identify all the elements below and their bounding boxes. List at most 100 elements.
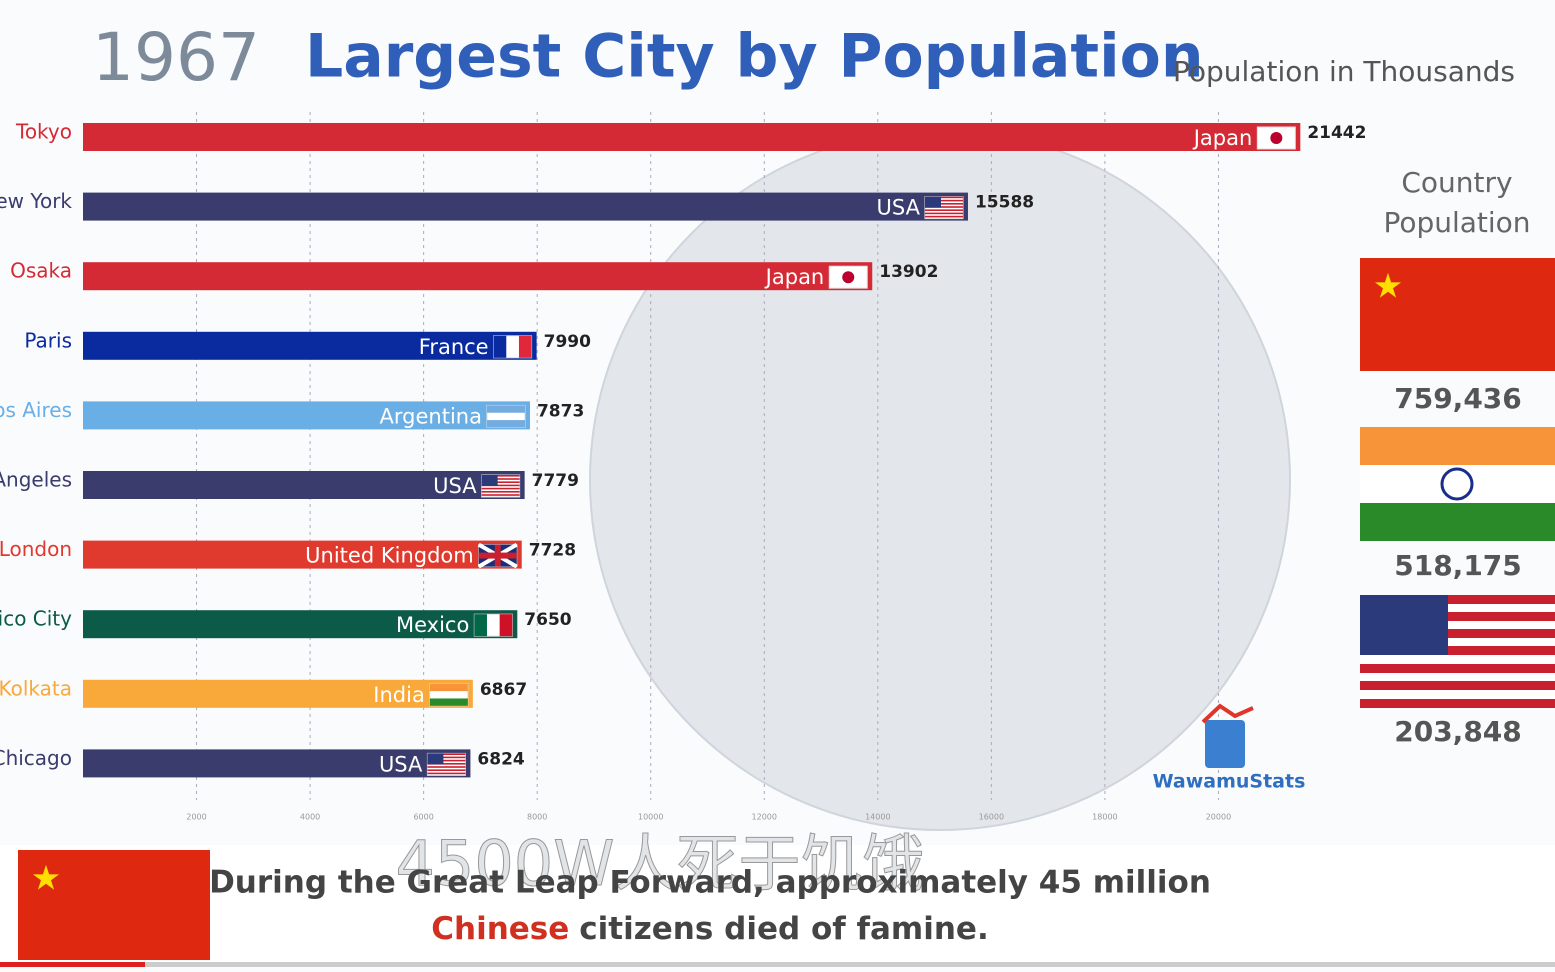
overlay-subtitle: 4500W人死于饥饿 bbox=[395, 827, 924, 900]
value-label: 6867 bbox=[480, 680, 527, 700]
country-population: 203,848 bbox=[1394, 715, 1522, 748]
caption-flag: ★ bbox=[18, 850, 210, 960]
globe bbox=[590, 130, 1290, 830]
flag-part bbox=[924, 215, 963, 218]
flag-part bbox=[924, 212, 963, 215]
flag-part bbox=[499, 614, 513, 637]
category-label: Chicago bbox=[0, 746, 72, 770]
side-values: 759,436 518,175 203,848 bbox=[1394, 382, 1522, 748]
flag-part bbox=[494, 544, 501, 567]
logo: WawamuStats bbox=[1153, 703, 1305, 793]
x-tick-label: 16000 bbox=[979, 813, 1004, 822]
usa-flag bbox=[1360, 595, 1555, 708]
flag-part bbox=[924, 203, 963, 205]
bar bbox=[83, 471, 525, 499]
bar-country: Japan bbox=[764, 265, 825, 289]
category-label: Tokyo bbox=[15, 120, 72, 144]
value-label: 15588 bbox=[975, 193, 1034, 213]
bar-country: United Kingdom bbox=[305, 544, 474, 568]
svg-text:★: ★ bbox=[1373, 267, 1403, 307]
chart-title: Largest City by Population bbox=[305, 22, 1204, 92]
category-label: os Aires bbox=[0, 398, 72, 422]
bar bbox=[83, 401, 530, 430]
category-label: Kolkata bbox=[0, 676, 72, 700]
flag-part bbox=[427, 763, 466, 765]
bar bbox=[83, 749, 471, 778]
x-tick-label: 4000 bbox=[300, 813, 320, 822]
bar-country: USA bbox=[877, 196, 921, 220]
progress-bar bbox=[0, 962, 145, 967]
value-label: 7650 bbox=[524, 610, 571, 630]
bar-country: Japan bbox=[1192, 126, 1253, 150]
category-label: Osaka bbox=[10, 259, 72, 283]
flag-part bbox=[486, 420, 525, 428]
category-label: Paris bbox=[24, 328, 72, 352]
x-tick-label: 14000 bbox=[865, 813, 890, 822]
bar-country: France bbox=[419, 335, 489, 359]
bar-country: India bbox=[373, 683, 425, 707]
value-label: 7779 bbox=[532, 471, 579, 491]
x-tick-label: 6000 bbox=[413, 813, 433, 822]
bar bbox=[83, 192, 968, 221]
side-title: Country Population bbox=[1383, 166, 1530, 239]
bar bbox=[83, 262, 873, 291]
flag-part bbox=[481, 494, 520, 496]
bar bbox=[83, 540, 522, 569]
caption-rest: citizens died of famine. bbox=[579, 911, 988, 947]
category-label: Angeles bbox=[0, 468, 72, 492]
caption-band bbox=[0, 845, 1555, 963]
subtitle: Population in Thousands bbox=[1173, 55, 1515, 88]
x-tick-label: 8000 bbox=[527, 813, 547, 822]
caption-line: During the Great Leap Forward, approxima… bbox=[209, 865, 1211, 901]
flag-part bbox=[924, 209, 963, 211]
bar bbox=[83, 331, 537, 360]
bar-country: Mexico bbox=[396, 613, 469, 637]
flag-part bbox=[427, 759, 466, 762]
country-population: 518,175 bbox=[1394, 549, 1522, 582]
x-tick-label: 18000 bbox=[1092, 813, 1117, 822]
flag-part bbox=[481, 484, 520, 487]
flag-part bbox=[924, 199, 963, 202]
bar-country: USA bbox=[379, 752, 423, 776]
caption-highlight: Chinese bbox=[431, 911, 569, 947]
x-tick-label: 12000 bbox=[752, 813, 777, 822]
x-tick-label: 20000 bbox=[1206, 813, 1231, 822]
flag-part bbox=[924, 206, 963, 208]
progress-track bbox=[0, 962, 1555, 967]
flag-part bbox=[427, 753, 444, 765]
svg-text:★: ★ bbox=[31, 859, 61, 899]
flag-part bbox=[427, 766, 466, 768]
x-tick-label: 10000 bbox=[638, 813, 663, 822]
bar bbox=[83, 610, 518, 639]
china-flag: ★ bbox=[1360, 258, 1555, 371]
bar bbox=[83, 123, 1301, 151]
flag-part bbox=[842, 271, 855, 284]
flag-part bbox=[481, 491, 520, 493]
flag-part bbox=[427, 769, 466, 771]
bar bbox=[83, 679, 473, 708]
value-label: 13902 bbox=[879, 262, 938, 282]
category-label: London bbox=[0, 537, 72, 561]
country-population: 759,436 bbox=[1394, 382, 1522, 415]
x-tick-label: 2000 bbox=[186, 813, 206, 822]
year: 1967 bbox=[92, 19, 260, 96]
value-label: 6824 bbox=[477, 749, 524, 769]
category-label: ico City bbox=[0, 607, 72, 631]
flag-part bbox=[474, 614, 487, 637]
flag-part bbox=[429, 698, 468, 706]
bar-country: Argentina bbox=[380, 404, 482, 428]
flag-part bbox=[924, 196, 963, 199]
india-flag bbox=[1360, 427, 1555, 541]
flag-part bbox=[481, 481, 520, 483]
value-label: 7873 bbox=[537, 401, 584, 421]
value-label: 7728 bbox=[529, 541, 576, 561]
value-label: 21442 bbox=[1307, 123, 1366, 143]
flag-part bbox=[481, 487, 520, 490]
caption-line: Chinese citizens died of famine. bbox=[431, 911, 988, 947]
flag-part bbox=[481, 478, 520, 480]
flag-part bbox=[427, 753, 466, 755]
flag-part bbox=[427, 772, 466, 775]
flag-part bbox=[493, 335, 507, 358]
